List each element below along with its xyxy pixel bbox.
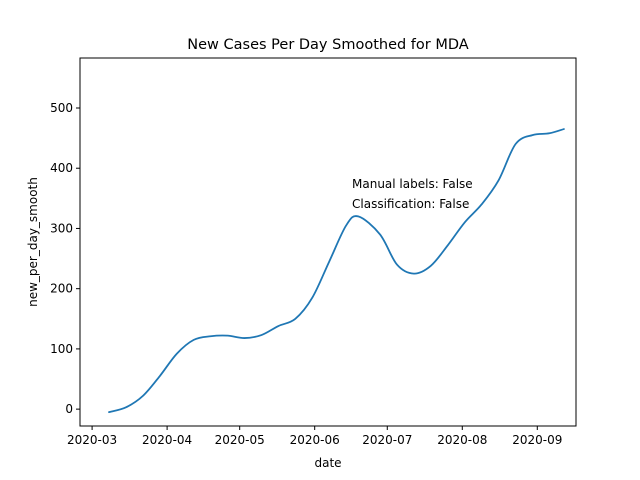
plot-frame (79, 57, 577, 427)
annotation-classification: Classification: False (352, 197, 469, 211)
series-line (108, 128, 565, 414)
y-axis-label: new_per_day_smooth (26, 177, 40, 307)
plot-area (108, 128, 565, 414)
x-tick-label: 2020-06 (290, 433, 340, 447)
y-tick-label: 500 (50, 101, 73, 115)
y-tick-label: 100 (50, 342, 73, 356)
x-tick-label: 2020-09 (512, 433, 562, 447)
y-tick-label: 200 (50, 282, 73, 296)
y-tick-label: 0 (65, 402, 73, 416)
annotation-manual-labels: Manual labels: False (352, 177, 473, 191)
x-tick-label: 2020-05 (215, 433, 265, 447)
x-tick-label: 2020-07 (362, 433, 412, 447)
x-tick-label: 2020-04 (142, 433, 192, 447)
x-tick-label: 2020-03 (67, 433, 117, 447)
x-axis: 2020-03 2020-04 2020-05 2020-06 2020-07 2020-… (67, 426, 562, 447)
chart-title: New Cases Per Day Smoothed for MDA (187, 37, 468, 53)
y-tick-label: 400 (50, 161, 73, 175)
y-axis: 0 100 200 300 400 500 (50, 101, 80, 416)
x-axis-label: date (314, 456, 341, 470)
x-tick-label: 2020-08 (437, 433, 487, 447)
y-tick-label: 300 (50, 221, 73, 235)
